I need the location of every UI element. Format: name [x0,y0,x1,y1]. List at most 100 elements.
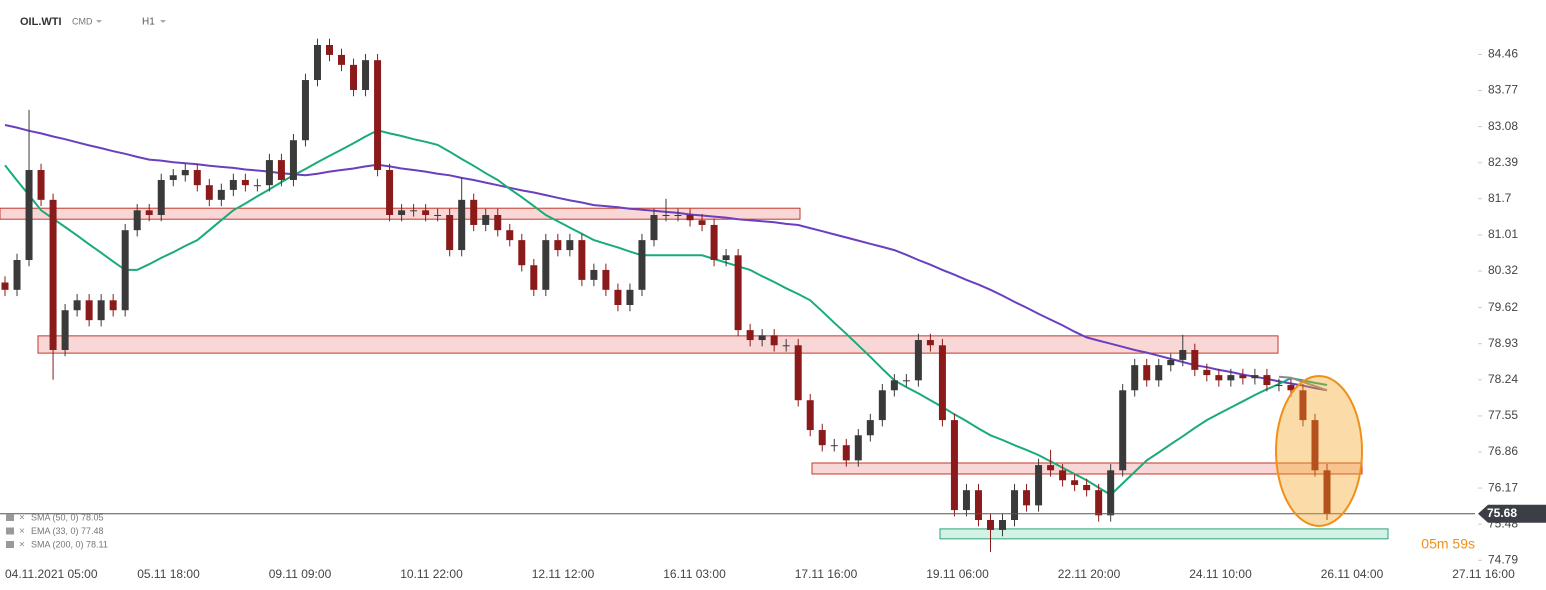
caret[interactable] [160,20,166,23]
candle-body [1071,480,1079,485]
legend-entry: SMA (50, 0) 78.05 [31,512,104,522]
candle-body [650,215,658,241]
candle-body [217,189,225,200]
candle-body [121,230,129,311]
y-tick-label: 78.24 [1488,372,1518,386]
candle-body [842,445,850,461]
candle-body [1143,365,1151,381]
candle-body [1131,365,1139,391]
y-tick-label: 81.01 [1488,227,1518,241]
candle-body [205,185,213,200]
candle-body [434,215,442,217]
x-tick-label: 16.11 03:00 [663,567,726,581]
candle-body [974,490,982,521]
candle-body [1011,490,1019,521]
candle-body [638,240,646,290]
candle-body [926,340,934,346]
timer: 05m 59s [1421,536,1475,552]
x-tick-label: 26.11 04:00 [1321,567,1384,581]
candle-body [1239,375,1247,379]
legend-icon [6,514,14,521]
candle-body [277,160,285,180]
plot [0,38,1482,561]
x-tick-label: 12.11 12:00 [532,567,595,581]
candle-body [878,390,886,421]
candle-body [1263,375,1271,386]
zone [811,462,1363,475]
candle-body [1,282,9,290]
symbol[interactable]: OIL.WTI [20,16,62,28]
candle-body [794,345,802,401]
candle-body [1275,385,1283,387]
candle-body [374,60,382,171]
candle-body [746,330,754,341]
candle-body [85,300,93,321]
candle-body [626,289,634,305]
x-tick-label: 27.11 16:00 [1452,567,1515,581]
legend-icon [6,527,14,535]
candle-body [313,44,321,81]
legend-close: × [19,540,25,551]
candle-body [1203,369,1211,376]
candle-body [398,210,406,216]
candle-body [914,340,922,381]
candle-body [1119,390,1127,471]
y-tick-label: 80.32 [1488,263,1518,277]
price-label: 75.68 [1487,506,1517,520]
candle-body [362,60,370,90]
candle-body [470,199,478,225]
candle-body [73,300,81,311]
legend-close: × [19,513,25,524]
group[interactable]: CMD [72,16,93,26]
candle-body [854,435,862,461]
candle-body [37,170,45,200]
candle-body [446,215,454,251]
candle-body [1107,470,1115,516]
candle-body [962,490,970,511]
candle-body [1191,349,1199,370]
candle-body [686,215,694,221]
candle-body [494,215,502,231]
y-tick-label: 83.08 [1488,119,1518,133]
candle-body [1179,349,1187,360]
candle-body [758,335,766,341]
y-tick-label: 76.86 [1488,444,1518,458]
candle-body [97,300,105,321]
candle-body [193,170,201,186]
legend-entry: EMA (33, 0) 77.48 [31,526,104,536]
candle-body [1323,470,1331,514]
candle-body [578,240,586,280]
candle-body [1287,385,1295,391]
x-tick-label: 24.11 10:00 [1189,567,1252,581]
candle-body [1095,490,1103,516]
y-tick-label: 81.7 [1488,191,1512,205]
candle-body [734,255,742,331]
interval[interactable]: H1 [142,17,155,28]
y-tick-label: 74.79 [1488,552,1518,566]
candle-body [662,215,670,217]
candle-body [181,170,189,176]
price-tag [1478,504,1546,523]
y-tick-label: 84.46 [1488,47,1518,61]
candle-body [614,289,622,305]
y-tick-label: 76.17 [1488,480,1518,494]
candle-body [950,420,958,511]
candle-body [61,310,69,350]
candle-body [1227,375,1235,381]
highlight-ellipse [1275,375,1363,527]
candle-body [253,185,261,187]
candle-body [554,240,562,251]
candle-body [265,160,273,186]
candle-body [386,170,394,216]
candle-body [818,430,826,446]
y-tick-label: 78.93 [1488,336,1518,350]
candle-body [241,179,249,186]
caret[interactable] [96,20,102,23]
x-tick-label: 22.11 20:00 [1058,567,1121,581]
candle-body [770,335,778,346]
zone [939,528,1389,540]
y-tick-label: 77.55 [1488,408,1518,422]
candle-body [698,220,706,225]
candle-body [722,255,730,261]
candle-body [782,345,790,347]
